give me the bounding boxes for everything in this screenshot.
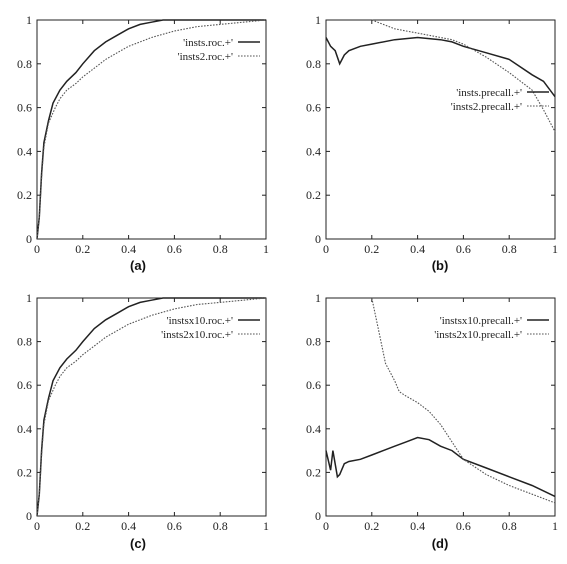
y-tick-label: 0.4 bbox=[306, 422, 321, 436]
x-tick-label: 0 bbox=[323, 519, 329, 533]
series-line-1 bbox=[325, 36, 556, 98]
y-tick-label: 1 bbox=[315, 291, 321, 305]
panel-caption: (c) bbox=[130, 536, 146, 551]
y-tick-label: 0 bbox=[26, 232, 32, 246]
y-tick-label: 0.2 bbox=[306, 188, 321, 202]
legend-label: 'insts2x10.roc.+' bbox=[161, 329, 233, 341]
plot-frame bbox=[36, 19, 267, 240]
legend-label: 'insts.precall.+' bbox=[456, 87, 522, 99]
x-tick-label: 0.4 bbox=[121, 519, 136, 533]
y-tick-label: 0 bbox=[315, 232, 321, 246]
y-tick-label: 1 bbox=[26, 13, 32, 27]
x-tick-label: 0.2 bbox=[364, 519, 379, 533]
y-tick-label: 0.8 bbox=[306, 57, 321, 71]
y-tick-label: 0.2 bbox=[306, 465, 321, 479]
y-tick-label: 0.6 bbox=[17, 101, 32, 115]
legend-label: 'instsx10.precall.+' bbox=[440, 315, 522, 327]
chart-panel-1: 0 0.2 0.4 0.6 0.8 1 0 0.2 0.4 0.6 0.8 1 'insts.roc.+… bbox=[17, 13, 269, 273]
y-tick-label: 0 bbox=[26, 509, 32, 523]
series-line-2 bbox=[371, 19, 556, 132]
y-tick-label: 0.4 bbox=[17, 422, 32, 436]
chart-panel-4: 0 0.2 0.4 0.6 0.8 1 0 0.2 0.4 0.6 0.8 1 'instsx10.pr… bbox=[306, 291, 558, 551]
x-tick-label: 0.6 bbox=[167, 519, 182, 533]
x-tick-label: 1 bbox=[552, 242, 558, 256]
plot-frame bbox=[325, 297, 556, 517]
y-tick-label: 0.8 bbox=[17, 335, 32, 349]
series-line-1 bbox=[36, 19, 266, 240]
legend-label: 'insts2.roc.+' bbox=[178, 51, 233, 63]
y-tick-label: 0.8 bbox=[306, 335, 321, 349]
x-tick-label: 0 bbox=[34, 519, 40, 533]
y-tick-label: 0.4 bbox=[306, 144, 321, 158]
panel-caption: (d) bbox=[432, 536, 449, 551]
legend-label: 'insts2x10.precall.+' bbox=[434, 329, 522, 341]
y-tick-label: 0.2 bbox=[17, 465, 32, 479]
x-tick-label: 0.2 bbox=[364, 242, 379, 256]
x-tick-label: 0.8 bbox=[502, 242, 517, 256]
series-line-1 bbox=[325, 436, 556, 498]
x-tick-label: 0 bbox=[323, 242, 329, 256]
series-line-1 bbox=[36, 297, 266, 517]
chart-panel-2: 0 0.2 0.4 0.6 0.8 1 0 0.2 0.4 0.6 0.8 1 'insts.preca… bbox=[306, 13, 558, 273]
y-tick-label: 0.6 bbox=[17, 378, 32, 392]
plot-frame bbox=[325, 19, 556, 240]
x-tick-label: 0.4 bbox=[121, 242, 136, 256]
y-tick-label: 1 bbox=[26, 291, 32, 305]
chart-panel-3: 0 0.2 0.4 0.6 0.8 1 0 0.2 0.4 0.6 0.8 1 'instsx10.ro… bbox=[17, 291, 269, 551]
panel-caption: (b) bbox=[432, 258, 449, 273]
plot-frame bbox=[36, 297, 267, 517]
x-tick-label: 0.8 bbox=[213, 519, 228, 533]
x-tick-label: 1 bbox=[263, 519, 269, 533]
y-tick-label: 0.6 bbox=[306, 101, 321, 115]
x-tick-label: 0.6 bbox=[456, 242, 471, 256]
x-tick-label: 0.6 bbox=[456, 519, 471, 533]
y-tick-label: 0.2 bbox=[17, 188, 32, 202]
legend-label: 'instsx10.roc.+' bbox=[167, 315, 233, 327]
series-line-2 bbox=[36, 19, 267, 240]
y-tick-label: 0.8 bbox=[17, 57, 32, 71]
x-tick-label: 0.8 bbox=[213, 242, 228, 256]
y-tick-label: 1 bbox=[315, 13, 321, 27]
x-tick-label: 1 bbox=[552, 519, 558, 533]
x-tick-label: 0 bbox=[34, 242, 40, 256]
y-tick-label: 0.4 bbox=[17, 144, 32, 158]
x-tick-label: 0.2 bbox=[75, 519, 90, 533]
y-tick-label: 0.6 bbox=[306, 378, 321, 392]
panel-caption: (a) bbox=[130, 258, 146, 273]
x-tick-label: 0.4 bbox=[410, 242, 425, 256]
series-line-2 bbox=[36, 297, 267, 517]
x-tick-label: 1 bbox=[263, 242, 269, 256]
y-tick-label: 0 bbox=[315, 509, 321, 523]
x-tick-label: 0.4 bbox=[410, 519, 425, 533]
legend-label: 'insts2.precall.+' bbox=[451, 101, 522, 113]
x-tick-label: 0.8 bbox=[502, 519, 517, 533]
series-line-2 bbox=[371, 297, 556, 504]
legend-label: 'insts.roc.+' bbox=[183, 37, 233, 49]
x-tick-label: 0.2 bbox=[75, 242, 90, 256]
x-tick-label: 0.6 bbox=[167, 242, 182, 256]
